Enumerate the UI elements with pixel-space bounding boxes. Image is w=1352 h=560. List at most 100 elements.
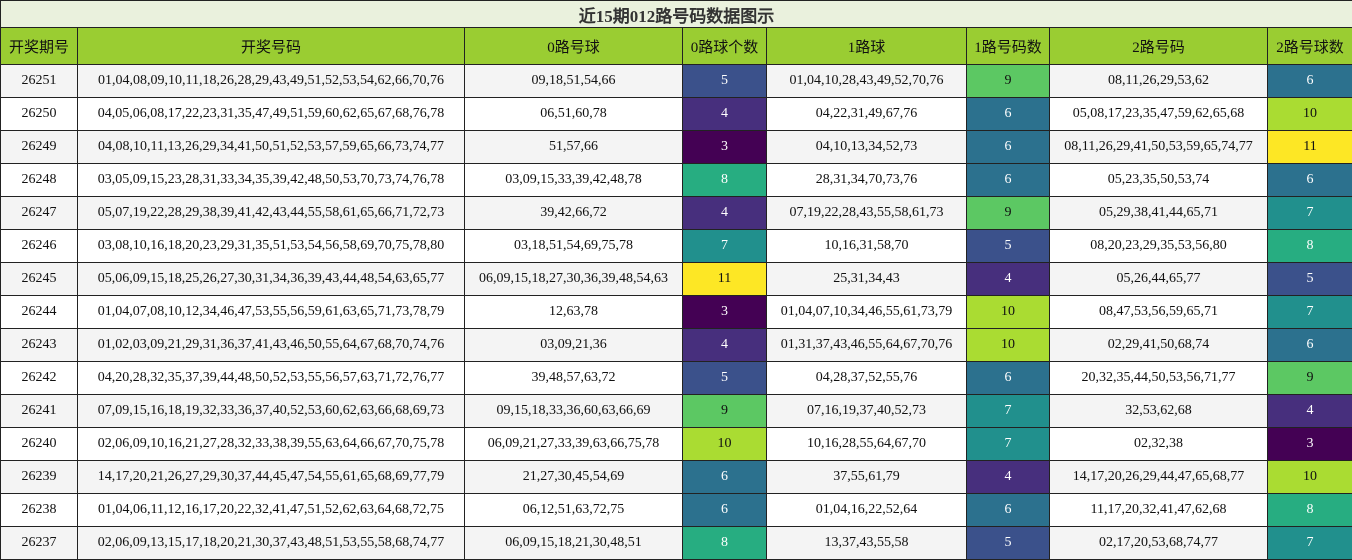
header-row: 开奖期号 开奖号码 0路号球 0路球个数 1路球 1路号码数 2路号码 2路号球… (0, 27, 1352, 65)
cell-numbers: 03,08,10,16,18,20,23,29,31,35,51,53,54,5… (77, 229, 465, 263)
cell-route1-count: 6 (966, 493, 1050, 527)
cell-route1-balls: 01,04,07,10,34,46,55,61,73,79 (766, 295, 967, 329)
cell-route2-balls: 08,11,26,29,41,50,53,59,65,74,77 (1049, 130, 1268, 164)
cell-route0-balls: 03,09,15,33,39,42,48,78 (464, 163, 683, 197)
cell-route1-balls: 28,31,34,70,73,76 (766, 163, 967, 197)
cell-issue: 26241 (0, 394, 78, 428)
table-row: 26238 01,04,06,11,12,16,17,20,22,32,41,47… (0, 493, 1352, 527)
cell-route0-balls: 39,48,57,63,72 (464, 361, 683, 395)
cell-route1-count: 5 (966, 526, 1050, 560)
cell-route0-count: 4 (682, 196, 767, 230)
cell-route0-balls: 09,18,51,54,66 (464, 64, 683, 98)
cell-route1-count: 6 (966, 97, 1050, 131)
cell-issue: 26247 (0, 196, 78, 230)
cell-route1-balls: 10,16,31,58,70 (766, 229, 967, 263)
cell-route2-balls: 08,47,53,56,59,65,71 (1049, 295, 1268, 329)
cell-route1-count: 4 (966, 262, 1050, 296)
cell-numbers: 01,04,06,11,12,16,17,20,22,32,41,47,51,5… (77, 493, 465, 527)
cell-numbers: 14,17,20,21,26,27,29,30,37,44,45,47,54,5… (77, 460, 465, 494)
header-route1-count: 1路号码数 (966, 27, 1050, 65)
cell-issue: 26238 (0, 493, 78, 527)
cell-route0-count: 9 (682, 394, 767, 428)
header-issue: 开奖期号 (0, 27, 78, 65)
cell-route2-balls: 02,17,20,53,68,74,77 (1049, 526, 1268, 560)
title-row: 近15期012路号码数据图示 (0, 0, 1352, 28)
cell-route1-count: 6 (966, 163, 1050, 197)
cell-numbers: 04,20,28,32,35,37,39,44,48,50,52,53,55,5… (77, 361, 465, 395)
cell-numbers: 04,05,06,08,17,22,23,31,35,47,49,51,59,6… (77, 97, 465, 131)
cell-issue: 26240 (0, 427, 78, 461)
cell-numbers: 01,02,03,09,21,29,31,36,37,41,43,46,50,5… (77, 328, 465, 362)
cell-route0-count: 3 (682, 295, 767, 329)
cell-route1-balls: 01,04,10,28,43,49,52,70,76 (766, 64, 967, 98)
table-row: 26247 05,07,19,22,28,29,38,39,41,42,43,44… (0, 196, 1352, 230)
cell-issue: 26248 (0, 163, 78, 197)
cell-route1-count: 5 (966, 229, 1050, 263)
cell-route2-count: 6 (1267, 328, 1352, 362)
cell-route0-balls: 03,18,51,54,69,75,78 (464, 229, 683, 263)
cell-issue: 26244 (0, 295, 78, 329)
cell-route2-balls: 05,08,17,23,35,47,59,62,65,68 (1049, 97, 1268, 131)
table-row: 26245 05,06,09,15,18,25,26,27,30,31,34,36… (0, 262, 1352, 296)
cell-route1-balls: 25,31,34,43 (766, 262, 967, 296)
cell-route1-count: 9 (966, 196, 1050, 230)
cell-route1-balls: 04,10,13,34,52,73 (766, 130, 967, 164)
cell-route0-balls: 21,27,30,45,54,69 (464, 460, 683, 494)
cell-numbers: 05,07,19,22,28,29,38,39,41,42,43,44,55,5… (77, 196, 465, 230)
cell-route0-balls: 39,42,66,72 (464, 196, 683, 230)
cell-route2-count: 3 (1267, 427, 1352, 461)
cell-route2-balls: 02,32,38 (1049, 427, 1268, 461)
cell-route1-balls: 07,16,19,37,40,52,73 (766, 394, 967, 428)
cell-route2-balls: 20,32,35,44,50,53,56,71,77 (1049, 361, 1268, 395)
cell-issue: 26245 (0, 262, 78, 296)
cell-route2-count: 6 (1267, 163, 1352, 197)
cell-numbers: 01,04,07,08,10,12,34,46,47,53,55,56,59,6… (77, 295, 465, 329)
cell-route2-count: 8 (1267, 229, 1352, 263)
cell-issue: 26243 (0, 328, 78, 362)
cell-route0-count: 8 (682, 526, 767, 560)
cell-route2-count: 4 (1267, 394, 1352, 428)
cell-issue: 26251 (0, 64, 78, 98)
cell-route0-count: 4 (682, 328, 767, 362)
cell-route1-count: 6 (966, 361, 1050, 395)
table-row: 26244 01,04,07,08,10,12,34,46,47,53,55,56… (0, 295, 1352, 329)
cell-route1-balls: 37,55,61,79 (766, 460, 967, 494)
table-row: 26242 04,20,28,32,35,37,39,44,48,50,52,53… (0, 361, 1352, 395)
cell-issue: 26237 (0, 526, 78, 560)
cell-route1-count: 10 (966, 295, 1050, 329)
cell-route2-balls: 05,23,35,50,53,74 (1049, 163, 1268, 197)
cell-issue: 26246 (0, 229, 78, 263)
table-row: 26237 02,06,09,13,15,17,18,20,21,30,37,43… (0, 526, 1352, 560)
cell-numbers: 02,06,09,10,16,21,27,28,32,33,38,39,55,6… (77, 427, 465, 461)
table-row: 26239 14,17,20,21,26,27,29,30,37,44,45,47… (0, 460, 1352, 494)
cell-route0-balls: 51,57,66 (464, 130, 683, 164)
cell-route0-count: 3 (682, 130, 767, 164)
cell-route0-count: 5 (682, 64, 767, 98)
cell-route1-balls: 04,22,31,49,67,76 (766, 97, 967, 131)
cell-route2-count: 8 (1267, 493, 1352, 527)
cell-route1-count: 7 (966, 427, 1050, 461)
table-row: 26246 03,08,10,16,18,20,23,29,31,35,51,53… (0, 229, 1352, 263)
cell-route0-balls: 09,15,18,33,36,60,63,66,69 (464, 394, 683, 428)
header-route2-balls: 2路号码 (1049, 27, 1268, 65)
cell-route2-count: 5 (1267, 262, 1352, 296)
cell-route0-balls: 06,51,60,78 (464, 97, 683, 131)
cell-route1-balls: 13,37,43,55,58 (766, 526, 967, 560)
cell-route2-count: 6 (1267, 64, 1352, 98)
header-route0-count: 0路球个数 (682, 27, 767, 65)
table-row: 26251 01,04,08,09,10,11,18,26,28,29,43,49… (0, 64, 1352, 98)
header-numbers: 开奖号码 (77, 27, 465, 65)
cell-route1-count: 9 (966, 64, 1050, 98)
cell-route2-count: 10 (1267, 460, 1352, 494)
table-row: 26240 02,06,09,10,16,21,27,28,32,33,38,39… (0, 427, 1352, 461)
table-body: 26251 01,04,08,09,10,11,18,26,28,29,43,49… (0, 64, 1352, 560)
cell-route2-balls: 14,17,20,26,29,44,47,65,68,77 (1049, 460, 1268, 494)
cell-numbers: 02,06,09,13,15,17,18,20,21,30,37,43,48,5… (77, 526, 465, 560)
cell-route1-balls: 07,19,22,28,43,55,58,61,73 (766, 196, 967, 230)
cell-issue: 26250 (0, 97, 78, 131)
table-row: 26250 04,05,06,08,17,22,23,31,35,47,49,51… (0, 97, 1352, 131)
cell-route0-balls: 06,09,21,27,33,39,63,66,75,78 (464, 427, 683, 461)
cell-route1-count: 7 (966, 394, 1050, 428)
cell-route2-count: 7 (1267, 526, 1352, 560)
